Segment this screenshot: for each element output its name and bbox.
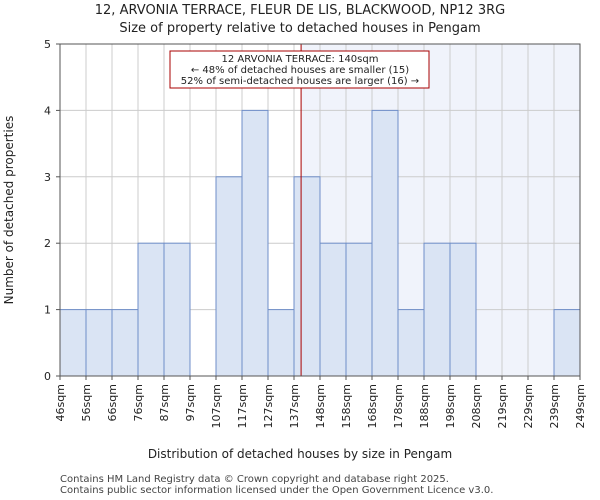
x-tick-label: 97sqm bbox=[184, 384, 197, 421]
x-ticks: 46sqm 56sqm 66sqm 76sqm 87sqm 97sqm 107sqm 117s… bbox=[54, 376, 587, 428]
annotation-line-1: 12 ARVONIA TERRACE: 140sqm bbox=[222, 54, 379, 65]
bar-117sqm bbox=[241, 109, 269, 377]
x-tick-label: 137sqm bbox=[288, 384, 301, 428]
chart-subtitle: Size of property relative to detached ho… bbox=[119, 21, 480, 36]
x-tick-label: 249sqm bbox=[574, 384, 587, 428]
x-tick-label: 188sqm bbox=[418, 384, 431, 428]
x-tick-label: 229sqm bbox=[522, 384, 535, 428]
bar-107sqm bbox=[215, 176, 243, 377]
bar-56sqm bbox=[85, 309, 113, 377]
y-tick-label: 0 bbox=[44, 370, 51, 383]
bar-158sqm bbox=[345, 242, 373, 377]
x-tick-label: 219sqm bbox=[496, 384, 509, 428]
x-tick-label: 107sqm bbox=[210, 384, 223, 428]
annotation-line-2: ← 48% of detached houses are smaller (15… bbox=[191, 65, 409, 76]
x-tick-label: 198sqm bbox=[444, 384, 457, 428]
y-tick-label: 2 bbox=[44, 237, 51, 250]
x-tick-label: 76sqm bbox=[132, 384, 145, 421]
x-tick-label: 46sqm bbox=[54, 384, 67, 421]
x-tick-label: 178sqm bbox=[392, 384, 405, 428]
y-ticks: 0 1 2 3 4 5 bbox=[44, 38, 60, 383]
x-tick-label: 127sqm bbox=[262, 384, 275, 428]
bar-178sqm bbox=[397, 309, 425, 377]
x-axis-label: Distribution of detached houses by size … bbox=[148, 447, 452, 461]
footer-line-1: Contains HM Land Registry data © Crown c… bbox=[60, 474, 449, 485]
bar-66sqm bbox=[111, 309, 139, 377]
x-tick-label: 87sqm bbox=[158, 384, 171, 421]
y-axis-label: Number of detached properties bbox=[2, 116, 16, 305]
footer-line-2: Contains public sector information licen… bbox=[60, 485, 494, 496]
y-tick-label: 4 bbox=[44, 104, 51, 117]
x-tick-label: 148sqm bbox=[314, 384, 327, 428]
y-tick-label: 1 bbox=[44, 304, 51, 317]
bar-148sqm bbox=[319, 242, 347, 377]
x-tick-label: 158sqm bbox=[340, 384, 353, 428]
bar-188sqm bbox=[423, 242, 451, 377]
chart-title: 12, ARVONIA TERRACE, FLEUR DE LIS, BLACK… bbox=[95, 3, 505, 18]
bar-168sqm bbox=[371, 109, 399, 377]
bar-239sqm bbox=[553, 309, 581, 377]
y-tick-label: 5 bbox=[44, 38, 51, 51]
x-tick-label: 66sqm bbox=[106, 384, 119, 421]
annotation-box bbox=[169, 50, 430, 89]
x-tick-label: 239sqm bbox=[548, 384, 561, 428]
bar-127sqm bbox=[267, 309, 295, 377]
x-tick-label: 168sqm bbox=[366, 384, 379, 428]
bar-87sqm bbox=[163, 242, 191, 377]
x-tick-label: 208sqm bbox=[470, 384, 483, 428]
annotation-line-3: 52% of semi-detached houses are larger (… bbox=[181, 76, 419, 87]
y-tick-label: 3 bbox=[44, 171, 51, 184]
bar-76sqm bbox=[137, 242, 165, 377]
x-tick-label: 56sqm bbox=[80, 384, 93, 421]
x-tick-label: 117sqm bbox=[236, 384, 249, 428]
bar-137sqm bbox=[293, 176, 321, 377]
bar-198sqm bbox=[449, 242, 477, 377]
bar-46sqm bbox=[59, 309, 87, 377]
